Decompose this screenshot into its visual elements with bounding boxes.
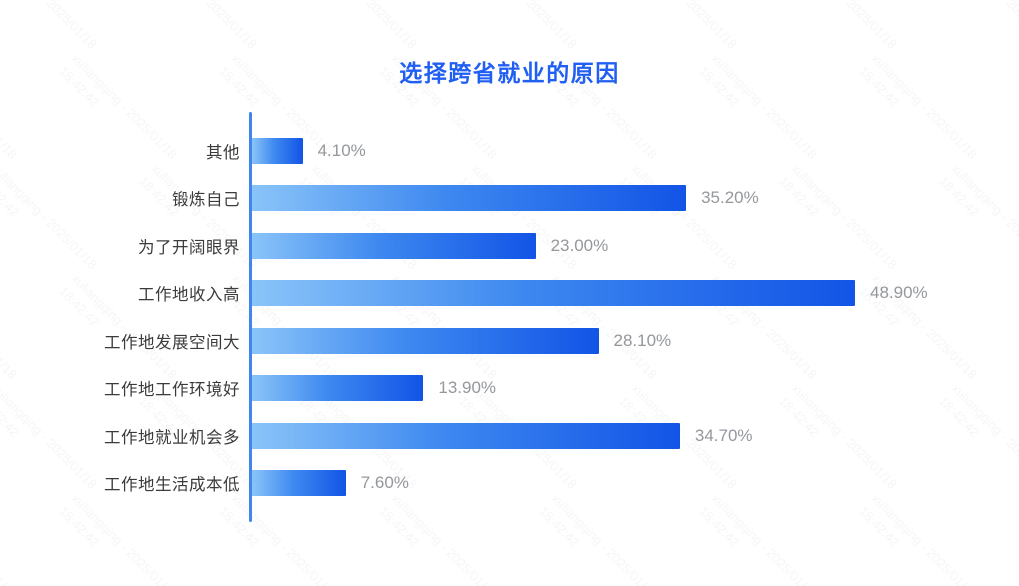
bar-chart: 其他 4.10% 锻炼自己 35.20% 为了开阔眼界 23.00% 工作地收入高 48.90…	[0, 127, 1019, 507]
category-label: 工作地工作环境好	[104, 381, 240, 400]
category-label: 工作地发展空间大	[104, 333, 240, 352]
category-label: 为了开阔眼界	[138, 238, 240, 257]
chart-row: 工作地工作环境好 13.90%	[0, 365, 1019, 413]
value-label: 4.10%	[317, 140, 366, 160]
category-label: 其他	[206, 143, 240, 162]
bar	[252, 375, 424, 402]
category-label: 工作地就业机会多	[104, 428, 240, 447]
chart-row: 工作地就业机会多 34.70%	[0, 412, 1019, 460]
bar	[252, 470, 346, 497]
value-label: 7.60%	[360, 473, 409, 493]
bar	[252, 422, 680, 449]
category-label: 工作地收入高	[138, 286, 240, 305]
y-axis-line	[249, 112, 252, 522]
chart-row: 工作地生活成本低 7.60%	[0, 460, 1019, 508]
value-label: 35.20%	[701, 188, 759, 208]
chart-row: 锻炼自己 35.20%	[0, 175, 1019, 223]
bar	[252, 280, 855, 307]
bar	[252, 327, 599, 354]
bar	[252, 185, 687, 212]
chart-row: 为了开阔眼界 23.00%	[0, 222, 1019, 270]
bar	[252, 137, 303, 164]
category-label: 锻炼自己	[172, 191, 240, 210]
chart-row: 其他 4.10%	[0, 127, 1019, 175]
bar	[252, 232, 536, 259]
value-label: 28.10%	[613, 330, 672, 350]
category-label: 工作地生活成本低	[104, 476, 240, 495]
chart-title: 选择跨省就业的原因	[399, 60, 620, 86]
value-label: 23.00%	[550, 235, 609, 255]
value-label: 34.70%	[694, 425, 753, 445]
chart-row: 工作地发展空间大 28.10%	[0, 317, 1019, 365]
value-label: 48.90%	[870, 283, 928, 303]
value-label: 13.90%	[438, 378, 497, 398]
chart-row: 工作地收入高 48.90%	[0, 270, 1019, 318]
